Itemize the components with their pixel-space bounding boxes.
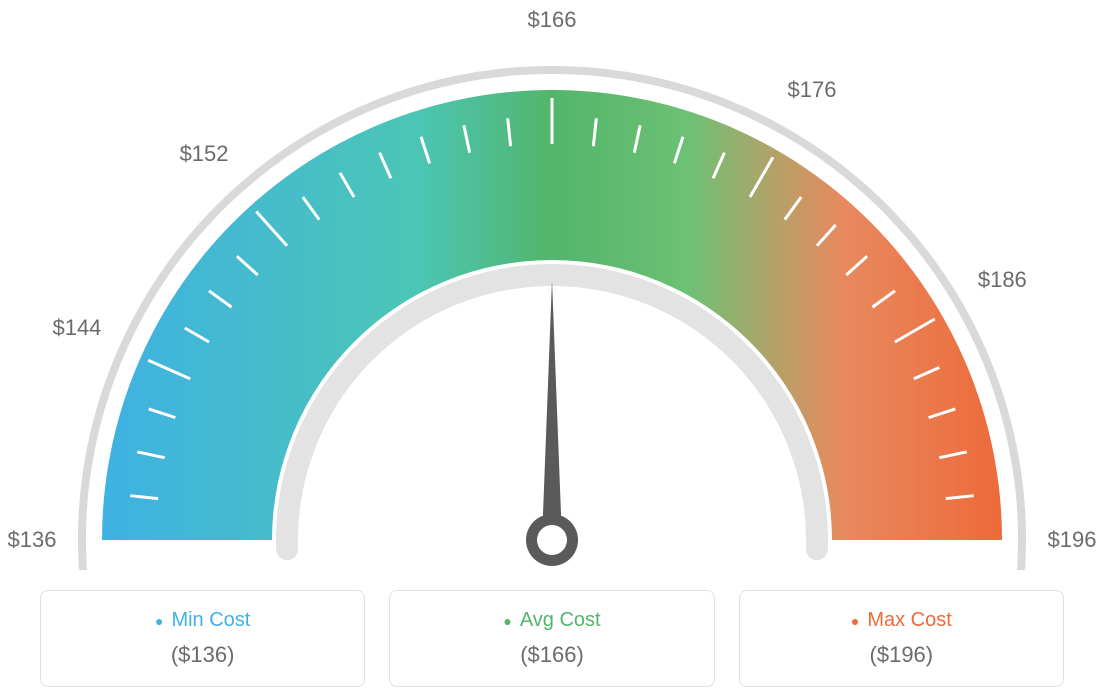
legend-avg-value: ($166) — [402, 642, 701, 668]
legend-avg-title: Avg Cost — [402, 609, 701, 632]
legend-min-value: ($136) — [53, 642, 352, 668]
gauge-tick-label: $136 — [8, 527, 57, 553]
gauge-tick-label: $152 — [180, 141, 229, 167]
legend-min-box: Min Cost ($136) — [40, 590, 365, 687]
gauge-tick-label: $166 — [528, 7, 577, 33]
gauge-tick-label: $196 — [1048, 527, 1097, 553]
gauge-tick-label: $176 — [788, 77, 837, 103]
legend-max-title: Max Cost — [752, 609, 1051, 632]
legend-avg-box: Avg Cost ($166) — [389, 590, 714, 687]
gauge-tick-label: $186 — [978, 267, 1027, 293]
legend-min-title: Min Cost — [53, 609, 352, 632]
gauge-svg — [0, 0, 1104, 570]
legend-max-value: ($196) — [752, 642, 1051, 668]
cost-legend: Min Cost ($136) Avg Cost ($166) Max Cost… — [0, 590, 1104, 687]
legend-max-box: Max Cost ($196) — [739, 590, 1064, 687]
gauge-chart: $136 $144 $152 $166 $176 $186 $196 — [0, 0, 1104, 570]
gauge-tick-label: $144 — [52, 315, 101, 341]
